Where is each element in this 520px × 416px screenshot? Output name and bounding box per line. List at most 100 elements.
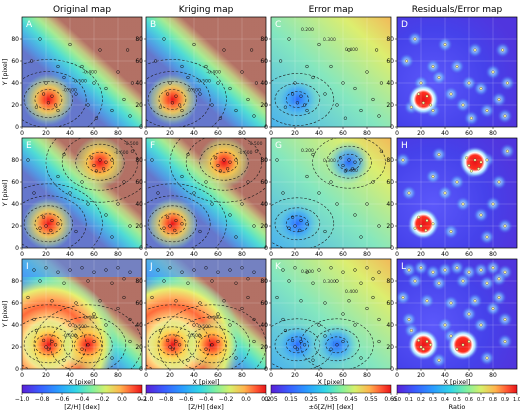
sample-point [407,318,411,321]
sample-point [341,312,345,316]
sample-point [252,317,256,322]
sample-point [204,64,208,69]
sample-point [365,70,369,74]
sample-point [377,339,381,344]
sample-point [497,296,501,299]
panel-frame [396,258,518,370]
x-tick-label: 40 [66,251,74,258]
sample-point [50,218,54,223]
y-tick-label: 60 [11,58,19,65]
y-tick-label: 40 [260,201,268,208]
sample-point [431,222,435,226]
x-axis-label: X [pixel] [69,378,96,386]
x-tick-label: 60 [465,372,473,379]
sample-point [359,158,363,162]
sample-point [467,312,471,316]
contour-line [23,326,74,364]
contour-line [198,334,226,356]
sample-point [53,343,58,347]
sample-point [110,281,114,285]
sample-point [425,219,429,222]
x-axis-label: X [pixel] [193,378,220,386]
contour-label: 0.200 [301,269,314,275]
panel-frame [270,16,392,128]
contour-line [49,316,127,369]
sample-point [192,268,196,272]
y-tick-label: 80 [135,278,143,285]
sample-point [50,94,54,98]
sample-point [281,317,285,322]
sample-point [34,105,39,109]
contour-line [271,73,335,126]
contour-line [61,138,139,191]
sample-point [417,92,421,96]
y-tick-label: 0 [264,366,268,373]
sample-point [94,116,99,120]
sample-point [92,312,96,316]
metallicity-peak [146,73,199,126]
sample-point [461,279,465,283]
sample-point [311,152,315,157]
metallicity-peak [198,138,250,189]
sample-point [170,347,175,351]
x-tick-label: 40 [441,372,449,379]
contour-line [33,304,142,369]
sample-point [56,270,60,274]
sample-point [421,347,425,351]
contour-label: 0.300 [323,37,336,43]
x-tick-label: 20 [42,130,50,137]
sample-point [491,307,495,310]
sample-point [94,169,99,173]
sample-point [26,295,30,300]
sample-point [505,149,509,153]
sample-point [252,270,256,274]
sample-point [473,158,477,162]
sample-point [240,306,244,311]
sample-point [405,59,409,63]
contour-line [146,195,211,248]
sample-point [104,160,108,164]
contour-line [158,89,187,110]
sample-point [252,114,256,118]
sample-point [437,358,441,362]
sample-point [347,48,351,52]
sample-point [122,277,126,281]
sample-point [461,202,465,206]
sample-point [210,343,214,347]
sample-point [44,266,48,270]
y-tick-label: 40 [386,80,394,87]
contour-label: -0.600 [238,150,253,156]
sample-point [467,164,471,167]
y-tick-label: 80 [386,157,394,164]
y-tick-label: 0 [390,245,394,252]
contour-line [23,81,74,118]
panel-title: Residuals/Error map [412,5,503,15]
sample-point [216,339,220,344]
panel-letter: A [26,20,33,30]
error-minimum [275,201,320,246]
y-tick-label: 60 [135,179,143,186]
panel-letter: L [401,262,406,272]
y-tick-label: 40 [135,322,143,329]
sample-point [467,270,471,274]
x-tick-label: 20 [291,372,299,379]
x-tick-label: 80 [114,130,122,137]
colorbar-tick: 0.2 [137,396,147,403]
contour-label: 0.300 [323,158,336,164]
sample-point [41,215,46,219]
colorbar-tick: 1.0 [513,397,520,403]
colorbar-tick: 0.5 [453,397,461,403]
sample-point [68,323,72,327]
colorbar-tick: 0.65 [384,396,398,403]
sample-point [74,301,78,305]
y-tick-label: 0 [15,366,19,373]
map-panel: D 0 20 40 60 80 0 20 40 60 80 [386,16,518,137]
sample-point [323,301,327,305]
colorbar-gradient [270,384,392,394]
sample-point [283,105,288,109]
sample-point [116,202,120,206]
sample-point [449,230,453,233]
sample-point [26,158,30,162]
map-panel: L 0 20 40 60 80 X [pixel] 0 20 40 60 80 [386,258,518,386]
